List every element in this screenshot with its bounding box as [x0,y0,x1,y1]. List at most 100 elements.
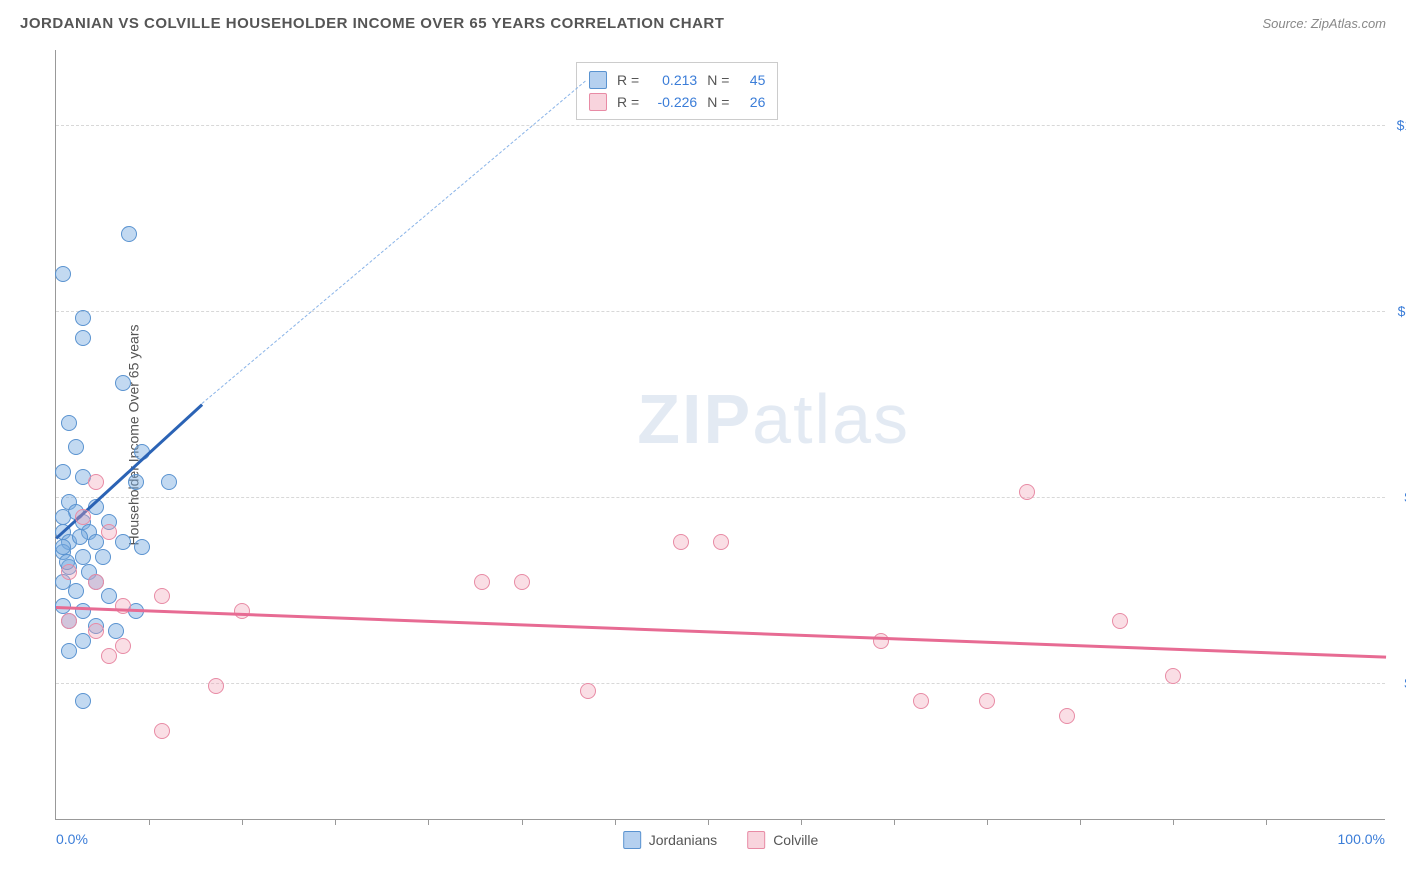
r-value: -0.226 [649,94,697,110]
data-point [1165,668,1181,684]
data-point [55,266,71,282]
data-point [75,310,91,326]
x-tick [1080,819,1081,825]
y-tick-label: $150,000 [1395,117,1406,133]
legend-label: Colville [773,832,818,848]
series-swatch [589,71,607,89]
data-point [88,574,104,590]
data-point [474,574,490,590]
legend-item: Colville [747,831,818,849]
data-point [55,509,71,525]
stats-row: R = 0.213 N = 45 [589,69,765,91]
data-point [61,564,77,580]
x-tick [1266,819,1267,825]
n-value: 45 [739,72,765,88]
x-tick [242,819,243,825]
x-axis-max-label: 100.0% [1338,831,1385,847]
x-tick [1173,819,1174,825]
correlation-stats-box: R = 0.213 N = 45 R = -0.226 N = 26 [576,62,778,120]
data-point [75,330,91,346]
y-tick-label: $37,500 [1395,675,1406,691]
data-point [75,509,91,525]
x-tick [708,819,709,825]
gridline [56,683,1385,684]
x-tick [987,819,988,825]
y-tick-label: $75,000 [1395,489,1406,505]
chart-title: JORDANIAN VS COLVILLE HOUSEHOLDER INCOME… [20,15,724,32]
gridline [56,125,1385,126]
x-tick [428,819,429,825]
data-point [68,583,84,599]
series-swatch [589,93,607,111]
r-value: 0.213 [649,72,697,88]
x-tick [149,819,150,825]
scatter-chart: Householder Income Over 65 years ZIPatla… [55,50,1385,820]
data-point [61,643,77,659]
data-point [1112,613,1128,629]
n-label: N = [707,94,729,110]
r-label: R = [617,94,639,110]
data-point [873,633,889,649]
x-tick [615,819,616,825]
data-point [61,613,77,629]
x-axis-min-label: 0.0% [56,831,88,847]
data-point [979,693,995,709]
data-point [161,474,177,490]
data-point [115,375,131,391]
data-point [61,415,77,431]
gridline [56,497,1385,498]
x-tick [522,819,523,825]
plot-area: ZIPatlas R =0.213N =45R =-0.226N =26 0.0… [55,50,1385,820]
data-point [75,549,91,565]
trend-extension [202,80,586,403]
data-point [75,693,91,709]
n-label: N = [707,72,729,88]
data-point [95,549,111,565]
data-point [115,534,131,550]
y-tick-label: $112,500 [1395,303,1406,319]
data-point [673,534,689,550]
stats-row: R = -0.226 N = 26 [589,91,765,113]
data-point [115,638,131,654]
data-point [128,474,144,490]
data-point [55,539,71,555]
data-point [121,226,137,242]
data-point [101,524,117,540]
n-value: 26 [739,94,765,110]
x-tick [335,819,336,825]
legend-item: Jordanians [623,831,718,849]
r-label: R = [617,72,639,88]
data-point [1019,484,1035,500]
watermark-rest: atlas [752,380,910,458]
data-point [154,588,170,604]
data-point [88,623,104,639]
data-point [154,723,170,739]
x-tick [801,819,802,825]
data-point [514,574,530,590]
data-point [913,693,929,709]
source-attribution: Source: ZipAtlas.com [1262,16,1386,31]
data-point [234,603,250,619]
data-point [115,598,131,614]
trend-line [56,606,1386,658]
data-point [68,439,84,455]
legend-swatch [623,831,641,849]
data-point [108,623,124,639]
data-point [580,683,596,699]
gridline [56,311,1385,312]
data-point [75,603,91,619]
data-point [713,534,729,550]
legend: Jordanians Colville [623,831,819,849]
data-point [134,539,150,555]
data-point [101,648,117,664]
data-point [55,464,71,480]
watermark-bold: ZIP [637,380,752,458]
x-tick [894,819,895,825]
data-point [1059,708,1075,724]
legend-label: Jordanians [649,832,718,848]
data-point [208,678,224,694]
data-point [72,529,88,545]
data-point [88,474,104,490]
watermark: ZIPatlas [637,379,910,459]
legend-swatch [747,831,765,849]
